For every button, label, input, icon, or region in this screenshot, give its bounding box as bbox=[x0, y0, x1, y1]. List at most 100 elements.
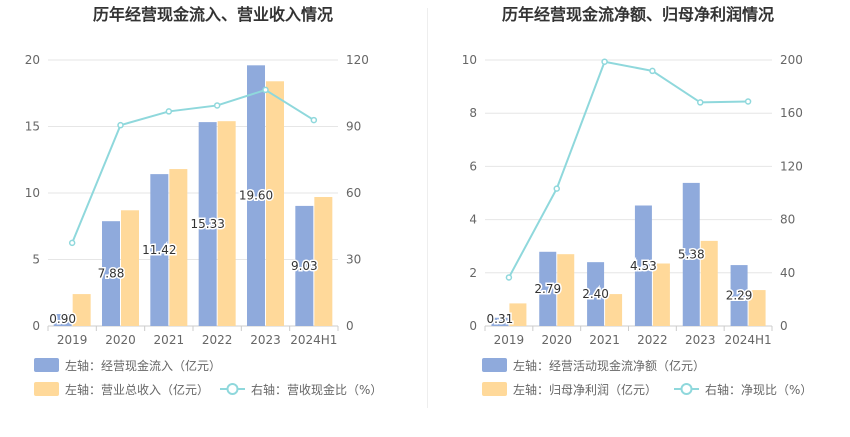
bar-secondary bbox=[557, 254, 575, 326]
bar-secondary bbox=[169, 169, 188, 326]
legend-label: 左轴：归母净利润（亿元） bbox=[513, 382, 657, 397]
chart-title: 历年经营现金流净额、归母净利润情况 bbox=[502, 5, 774, 24]
bar-secondary bbox=[314, 196, 333, 326]
bar-data-label: 15.33 bbox=[190, 217, 224, 231]
bar-secondary bbox=[748, 290, 766, 326]
x-axis-tick-label: 2022 bbox=[202, 333, 233, 347]
ratio-point bbox=[68, 239, 76, 247]
left-axis-tick: 10 bbox=[25, 186, 40, 200]
ratio-point bbox=[505, 274, 513, 281]
bar-primary bbox=[682, 182, 700, 326]
left-axis-tick: 4 bbox=[469, 213, 477, 227]
bar-data-label: 2.40 bbox=[582, 287, 609, 301]
bar-secondary bbox=[121, 210, 139, 326]
ratio-point bbox=[310, 116, 318, 124]
right-axis-tick: 160 bbox=[780, 106, 803, 120]
bar-data-label: 11.42 bbox=[142, 243, 176, 257]
legend-label: 右轴：营收现金比（%） bbox=[251, 382, 382, 397]
bar-secondary bbox=[700, 240, 718, 326]
ratio-point bbox=[744, 98, 752, 105]
legend-swatch-bar bbox=[482, 358, 507, 372]
ratio-line bbox=[508, 60, 749, 278]
bar-primary bbox=[198, 122, 217, 327]
ratio-point bbox=[262, 86, 269, 94]
left-axis-tick: 0 bbox=[469, 319, 477, 333]
right-axis-tick: 90 bbox=[346, 120, 361, 134]
bar-secondary bbox=[605, 294, 623, 326]
bar-data-label: 7.88 bbox=[98, 267, 125, 281]
legend-label: 右轴：净现比（%） bbox=[705, 382, 812, 397]
left-axis-tick: 15 bbox=[25, 120, 40, 134]
x-axis-tick-label: 2021 bbox=[154, 333, 185, 347]
legend-label: 左轴：营业总收入（亿元） bbox=[65, 382, 209, 397]
ratio-point bbox=[117, 121, 124, 129]
ratio-point bbox=[697, 99, 704, 106]
x-axis-tick-label: 2020 bbox=[541, 333, 572, 347]
x-axis-tick-label: 2019 bbox=[57, 333, 88, 347]
legend-swatch-bar bbox=[34, 382, 59, 396]
right-axis-tick: 120 bbox=[346, 53, 369, 67]
left-axis-tick: 10 bbox=[462, 53, 477, 67]
left-axis-tick: 2 bbox=[469, 266, 477, 280]
bar-primary bbox=[587, 262, 605, 326]
bar-primary bbox=[491, 317, 509, 326]
panel-divider bbox=[427, 8, 428, 408]
ratio-point bbox=[553, 185, 560, 192]
legend-swatch-bar bbox=[34, 358, 59, 372]
ratio-point bbox=[649, 67, 656, 75]
bar-primary bbox=[634, 205, 652, 326]
bar-data-label: 2.79 bbox=[534, 282, 561, 296]
right-axis-tick: 80 bbox=[780, 213, 795, 227]
bar-primary bbox=[247, 65, 265, 326]
right-axis-tick: 120 bbox=[780, 159, 803, 173]
bar-secondary bbox=[72, 294, 91, 326]
bar-data-label: 0.90 bbox=[49, 312, 76, 326]
x-axis-tick-label: 2019 bbox=[494, 333, 525, 347]
right-axis-tick: 200 bbox=[780, 53, 803, 67]
bar-secondary bbox=[266, 81, 284, 326]
legend-swatch-bar bbox=[482, 382, 507, 396]
bar-primary bbox=[53, 314, 72, 326]
bar-primary bbox=[539, 251, 557, 326]
legend-label: 左轴：经营活动现金流净额（亿元） bbox=[513, 358, 705, 373]
bar-data-label: 5.38 bbox=[678, 247, 705, 261]
x-axis-tick-label: 2023 bbox=[250, 333, 281, 347]
ratio-line bbox=[71, 88, 315, 244]
ratio-point bbox=[601, 58, 608, 65]
left-axis-tick: 6 bbox=[469, 159, 477, 173]
bar-secondary bbox=[652, 263, 670, 326]
bar-data-label: 2.29 bbox=[726, 289, 753, 303]
right-axis-tick: 0 bbox=[780, 319, 788, 333]
bar-secondary bbox=[509, 303, 527, 326]
bar-data-label: 4.53 bbox=[630, 259, 657, 273]
ratio-point bbox=[165, 108, 173, 115]
bar-primary bbox=[295, 205, 314, 326]
right-axis-tick: 60 bbox=[346, 186, 361, 200]
left-axis-tick: 8 bbox=[469, 106, 477, 120]
right-axis-tick: 0 bbox=[346, 319, 354, 333]
x-axis-tick-label: 2024H1 bbox=[290, 333, 337, 347]
right-axis-tick: 40 bbox=[780, 266, 795, 280]
bar-data-label: 0.31 bbox=[487, 312, 514, 326]
x-axis-tick-label: 2023 bbox=[685, 333, 716, 347]
right-axis-tick: 30 bbox=[346, 253, 361, 267]
bar-secondary bbox=[217, 121, 236, 327]
bar-primary bbox=[102, 221, 120, 326]
bar-data-label: 9.03 bbox=[291, 259, 318, 273]
chart-title: 历年经营现金流入、营业收入情况 bbox=[93, 5, 333, 24]
chart-net-cashflow-profit: 历年经营现金流净额、归母净利润情况 0 2 4 6 8 10 0 40 80 120 160 200 20… bbox=[462, 5, 813, 397]
x-axis-tick-label: 2024H1 bbox=[724, 333, 771, 347]
bar-primary bbox=[730, 265, 748, 326]
x-axis-tick-label: 2020 bbox=[105, 333, 136, 347]
legend-label: 左轴：经营现金流入（亿元） bbox=[65, 358, 221, 373]
x-axis-tick-label: 2021 bbox=[589, 333, 620, 347]
bar-data-label: 19.60 bbox=[239, 189, 273, 203]
x-axis-tick-label: 2022 bbox=[637, 333, 668, 347]
left-axis-tick: 5 bbox=[32, 253, 40, 267]
legend-swatch-point bbox=[680, 383, 693, 395]
ratio-point bbox=[213, 102, 221, 109]
bar-primary bbox=[150, 174, 169, 326]
legend-swatch-point bbox=[226, 383, 239, 395]
chart-cash-inflow-revenue: 历年经营现金流入、营业收入情况 0 5 10 15 20 0 30 60 90 120 2019 202… bbox=[25, 5, 383, 397]
